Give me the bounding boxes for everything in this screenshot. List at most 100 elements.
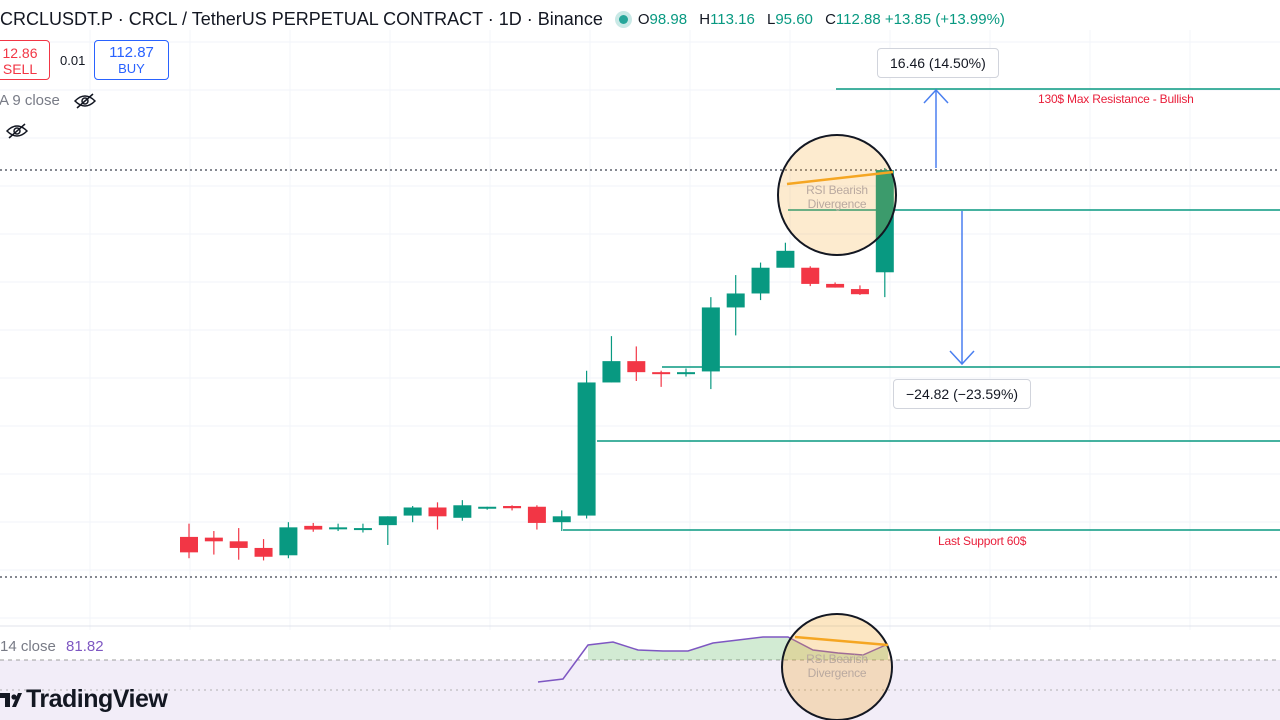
candle-body: [180, 536, 198, 553]
candle: [850, 285, 869, 295]
candle: [204, 531, 223, 555]
candle: [378, 516, 397, 545]
divergence-trendline-rsi: [794, 635, 889, 647]
candle: [453, 500, 472, 521]
resistance-annotation[interactable]: 130$ Max Resistance - Bullish: [1038, 92, 1194, 106]
rsi-overbought-fill: [588, 637, 888, 660]
divergence-label-rsi[interactable]: RSI Bearish Divergence: [805, 652, 869, 680]
candle-body: [726, 293, 745, 308]
divergence-rsi-line1: RSI Bearish: [806, 652, 868, 666]
candle: [875, 168, 894, 298]
candle-body: [751, 267, 770, 294]
tradingview-logo[interactable]: TradingView: [0, 685, 168, 714]
tradingview-logo-text: TradingView: [26, 685, 168, 713]
measure-up-arrowhead: [923, 88, 949, 104]
candle: [627, 346, 646, 381]
divergence-circle-rsi: [781, 613, 893, 720]
candle-body: [453, 505, 472, 518]
market-status-icon: [618, 15, 628, 24]
high-value: 113.16: [710, 11, 755, 28]
divergence-line2: Divergence: [807, 197, 867, 211]
buy-button[interactable]: 112.87 BUY: [94, 40, 169, 80]
ma-indicator-row[interactable]: A 9 close: [0, 92, 97, 109]
candle: [652, 370, 671, 387]
candle-body: [552, 516, 571, 523]
candle: [353, 523, 372, 533]
candle: [826, 282, 845, 288]
candle: [180, 523, 198, 559]
symbol-header: CRCLUSDT.P · CRCL / TetherUS PERPETUAL C…: [0, 9, 1013, 30]
candle: [478, 506, 497, 510]
drawings: [777, 88, 975, 366]
candle-body: [826, 283, 845, 288]
candle: [726, 275, 745, 336]
candle-body: [503, 506, 522, 509]
candle: [304, 522, 323, 532]
candle: [776, 242, 795, 268]
support-annotation[interactable]: Last Support 60$: [938, 534, 1027, 548]
candle-body: [701, 307, 720, 372]
rsi-indicator-row[interactable]: 14 close 81.82: [0, 638, 104, 655]
rsi-value: 81.82: [66, 638, 104, 655]
close-label: C: [825, 11, 836, 28]
sell-label: SELL: [2, 61, 38, 77]
second-indicator-row[interactable]: [0, 122, 28, 139]
candle: [403, 506, 422, 523]
rsi-overbought-band: [0, 660, 1280, 720]
open-label: O: [637, 11, 650, 28]
candle-body: [204, 537, 223, 542]
candle-body: [875, 170, 894, 273]
candle-body: [850, 289, 869, 295]
measure-up-label[interactable]: 16.46 (14.50%): [877, 48, 999, 78]
divergence-trendline-price: [786, 170, 894, 186]
candle-body: [279, 527, 298, 556]
candle: [677, 368, 695, 377]
rsi-indicator-label: 14 close: [0, 638, 56, 655]
candle-body: [304, 525, 323, 530]
measure-down-label[interactable]: −24.82 (−23.59%): [893, 379, 1032, 409]
buy-price: 112.87: [109, 44, 154, 61]
candle-body: [229, 541, 248, 548]
divergence-rsi-line2: Divergence: [807, 666, 867, 680]
candle-body: [577, 382, 596, 516]
candle: [329, 523, 348, 532]
low-label: L: [767, 11, 776, 28]
candle: [701, 297, 720, 390]
symbol-title[interactable]: CRCLUSDT.P · CRCL / TetherUS PERPETUAL C…: [0, 9, 603, 29]
divergence-line1: RSI Bearish: [806, 183, 868, 197]
ohlc-values: O98.98 H113.16 L95.60 C112.88 +13.85 (+1…: [638, 11, 1013, 28]
candle: [801, 266, 820, 287]
candle-body: [627, 361, 646, 373]
high-label: H: [699, 11, 711, 28]
candle: [279, 522, 298, 559]
candle-body: [254, 547, 273, 557]
candle-body: [478, 506, 497, 509]
candle-body: [652, 372, 671, 375]
sell-price: 12.86: [2, 45, 38, 61]
open-value: 98.98: [649, 11, 688, 28]
candle: [428, 502, 447, 530]
divergence-label-top[interactable]: RSI Bearish Divergence: [806, 183, 868, 211]
candle: [602, 336, 621, 383]
sell-button[interactable]: 12.86 SELL: [0, 40, 50, 80]
hide-eye-icon[interactable]: [74, 93, 97, 109]
buy-label: BUY: [118, 61, 145, 76]
candle: [254, 539, 273, 561]
candle-body: [602, 361, 621, 383]
candle: [503, 505, 522, 511]
spread-value: 0.01: [60, 53, 86, 68]
candle-body: [776, 250, 795, 268]
candle: [229, 528, 248, 560]
measure-down-arrowhead: [949, 350, 975, 366]
tradingview-logo-icon: [0, 692, 22, 707]
candle-body: [329, 527, 348, 530]
candle-body: [527, 506, 546, 523]
candle: [552, 510, 571, 532]
candle-body: [677, 372, 695, 375]
divergence-circle-price: [777, 134, 897, 256]
candles: [180, 168, 894, 561]
hide-eye-icon[interactable]: [6, 123, 28, 139]
candle-body: [801, 267, 820, 284]
